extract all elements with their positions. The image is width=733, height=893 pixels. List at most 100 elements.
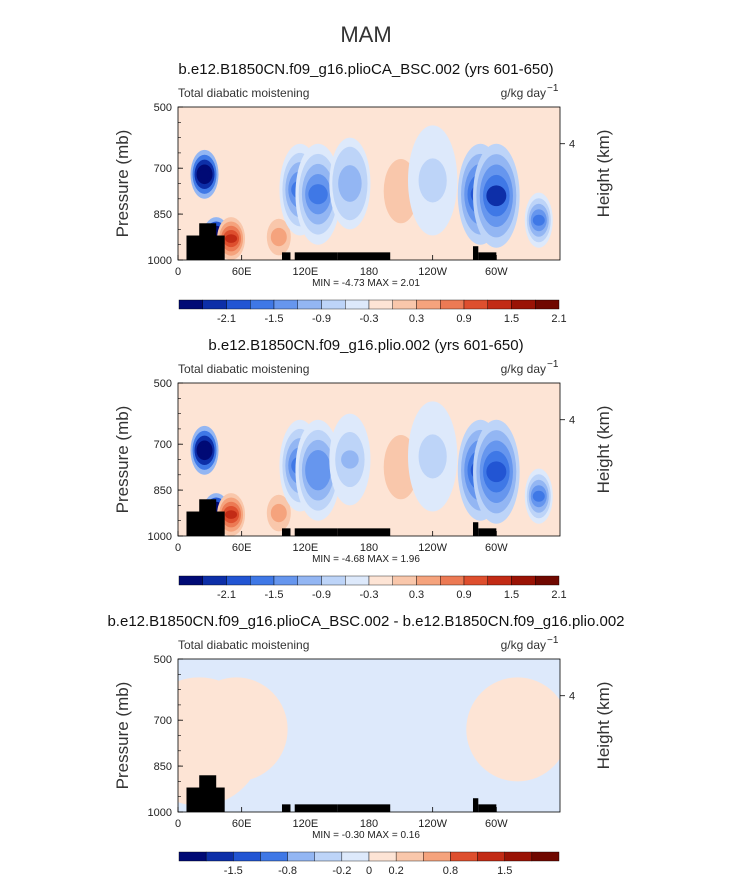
x-tick-label: 120W — [418, 818, 447, 830]
colorbar-swatch — [226, 575, 251, 586]
colorbar-swatch — [297, 299, 322, 310]
x-tick-label: 120E — [292, 818, 318, 830]
colorbar-swatch — [511, 575, 536, 586]
panels: b.e12.B1850CN.f09_g16.plioCA_BSC.002 (yr… — [107, 61, 624, 877]
land-mask-2 — [199, 499, 217, 536]
colorbar-label: 1.5 — [497, 865, 512, 877]
x-tick-label: 60W — [485, 266, 508, 278]
colorbar-swatch — [287, 851, 315, 862]
land-mask-6 — [337, 804, 391, 812]
contour-feature-6 — [308, 460, 328, 481]
colorbar-label: 2.1 — [551, 589, 566, 601]
x-tick-label: 60E — [232, 818, 252, 830]
contour-feature-8 — [390, 180, 412, 202]
y-axis-label-right: Height (km) — [594, 682, 613, 770]
colorbar-label: 0.9 — [456, 589, 471, 601]
min-max-readout: MIN = -4.68 MAX = 1.96 — [312, 554, 420, 565]
land-mask-3 — [215, 519, 223, 536]
land-mask-4 — [281, 528, 291, 536]
colorbar-swatch — [463, 299, 488, 310]
y-tick-label: 850 — [154, 209, 172, 221]
colorbar-label: -0.9 — [312, 589, 331, 601]
plot-field — [178, 383, 560, 536]
colorbar-swatch — [205, 851, 234, 862]
chart-panel-3: b.e12.B1850CN.f09_g16.plioCA_BSC.002 - b… — [107, 613, 624, 877]
colorbar-swatch — [202, 299, 227, 310]
panel-units: g/kg day — [501, 86, 546, 100]
colorbar-swatch — [368, 575, 393, 586]
panel-title: b.e12.B1850CN.f09_g16.plioCA_BSC.002 (yr… — [178, 61, 553, 78]
colorbar-swatch — [477, 851, 505, 862]
x-tick-label: 0 — [175, 542, 181, 554]
colorbar-label: 0.2 — [388, 865, 403, 877]
colorbar-swatch — [226, 299, 251, 310]
land-mask-4 — [281, 252, 291, 260]
colorbar-swatch — [535, 575, 560, 586]
panel-units-exponent: −1 — [547, 359, 559, 370]
colorbar-label: 0 — [366, 865, 372, 877]
contour-feature-9 — [422, 169, 444, 192]
land-mask-4 — [281, 804, 291, 812]
y-tick-label: 500 — [154, 102, 172, 114]
colorbar-swatch — [531, 851, 560, 862]
contour-feature-6 — [308, 184, 328, 205]
y-tick-label: 850 — [154, 485, 172, 497]
colorbar-swatch — [416, 299, 441, 310]
colorbar-swatch — [504, 851, 533, 862]
y-tick-label: 700 — [154, 439, 172, 451]
colorbar-swatch — [416, 575, 441, 586]
colorbar-label: -2.1 — [217, 589, 236, 601]
colorbar-swatch — [260, 851, 288, 862]
colorbar-label: 0.8 — [443, 865, 458, 877]
colorbar-swatch — [314, 851, 343, 862]
colorbar-label: -0.8 — [278, 865, 297, 877]
colorbar-swatch — [487, 575, 512, 586]
x-tick-label: 120E — [292, 542, 318, 554]
land-mask-2 — [199, 223, 217, 260]
land-mask-3 — [215, 795, 223, 812]
y-tick-label: 700 — [154, 715, 172, 727]
y-axis-label: Pressure (mb) — [113, 682, 132, 790]
colorbar-label: 1.5 — [504, 313, 519, 325]
land-mask-8 — [478, 528, 497, 536]
x-tick-label: 180 — [360, 542, 378, 554]
x-tick-label: 60E — [232, 266, 252, 278]
right-tick-label: 4 — [569, 139, 575, 151]
land-mask-8 — [478, 252, 497, 260]
colorbar-swatch — [321, 299, 346, 310]
land-mask-7 — [472, 522, 479, 536]
land-mask-5 — [294, 528, 338, 536]
right-tick-label: 4 — [569, 415, 575, 427]
x-tick-label: 60E — [232, 542, 252, 554]
colorbar-swatch — [178, 299, 203, 310]
colorbar-label: -0.3 — [360, 589, 379, 601]
colorbar-swatch — [321, 575, 346, 586]
colorbar-label: -1.5 — [265, 313, 284, 325]
colorbar-label: -1.5 — [265, 589, 284, 601]
land-mask-5 — [294, 252, 338, 260]
y-tick-label: 700 — [154, 163, 172, 175]
colorbar-swatch — [178, 851, 207, 862]
x-tick-label: 120E — [292, 266, 318, 278]
colorbar-label: 0.9 — [456, 313, 471, 325]
panel-units: g/kg day — [501, 362, 546, 376]
contour-feature-11 — [486, 461, 507, 483]
colorbar-label: 0.3 — [409, 313, 424, 325]
panel-left-label: Total diabatic moistening — [178, 86, 309, 100]
y-axis-label-right: Height (km) — [594, 406, 613, 494]
x-tick-label: 180 — [360, 266, 378, 278]
y-axis-label-right: Height (km) — [594, 130, 613, 218]
contour-feature-3 — [225, 510, 238, 519]
land-mask-8 — [478, 804, 497, 812]
colorbar-label: 2.1 — [551, 313, 566, 325]
x-tick-label: 120W — [418, 542, 447, 554]
land-mask-3 — [215, 243, 223, 260]
colorbar-swatch — [273, 575, 298, 586]
x-tick-label: 0 — [175, 818, 181, 830]
land-mask-7 — [472, 798, 479, 812]
panel-title: b.e12.B1850CN.f09_g16.plio.002 (yrs 601-… — [208, 337, 523, 354]
y-tick-label: 1000 — [148, 255, 172, 267]
contour-feature-12 — [532, 214, 545, 226]
chart-panel-1: b.e12.B1850CN.f09_g16.plioCA_BSC.002 (yr… — [113, 61, 613, 325]
